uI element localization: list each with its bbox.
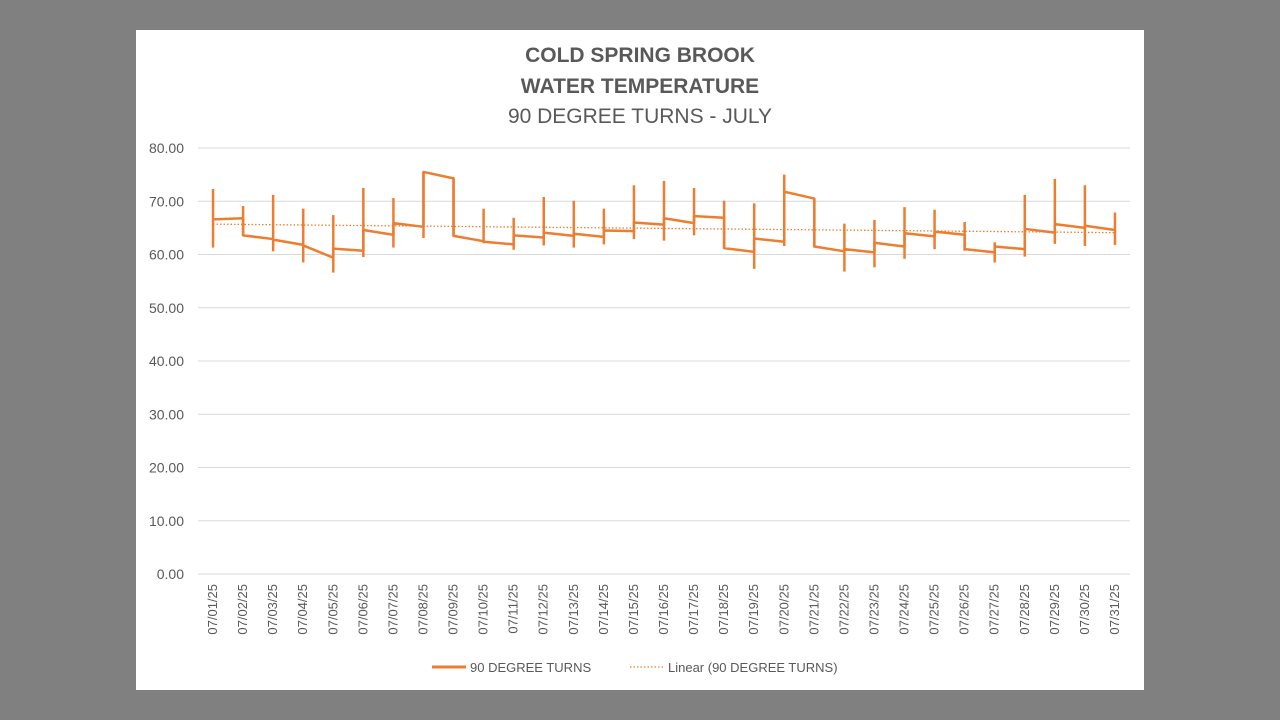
x-tick-label: 07/04/25 — [295, 584, 310, 635]
y-tick-label: 0.00 — [157, 566, 184, 582]
y-tick-label: 80.00 — [149, 140, 184, 156]
x-tick-label: 07/21/25 — [806, 584, 821, 635]
line-chart: COLD SPRING BROOK WATER TEMPERATURE 90 D… — [149, 44, 1130, 675]
x-tick-label: 07/12/25 — [536, 584, 551, 635]
y-tick-label: 40.00 — [149, 353, 184, 369]
x-tick-label: 07/08/25 — [415, 584, 430, 635]
x-tick-label: 07/05/25 — [325, 584, 340, 635]
x-tick-label: 07/15/25 — [626, 584, 641, 635]
chart-panel: COLD SPRING BROOK WATER TEMPERATURE 90 D… — [136, 30, 1144, 690]
y-tick-label: 60.00 — [149, 247, 184, 263]
x-tick-label: 07/16/25 — [656, 584, 671, 635]
x-tick-label: 07/02/25 — [235, 584, 250, 635]
series-layer — [211, 170, 1117, 273]
y-tick-label: 20.00 — [149, 460, 184, 476]
y-tick-label: 70.00 — [149, 193, 184, 209]
chart-title-line-2: WATER TEMPERATURE — [521, 75, 759, 98]
x-tick-label: 07/07/25 — [385, 584, 400, 635]
x-tick-label: 07/22/25 — [836, 584, 851, 635]
x-tick-label: 07/27/25 — [987, 584, 1002, 635]
x-tick-label: 07/11/25 — [506, 584, 521, 634]
y-tick-label: 50.00 — [149, 300, 184, 316]
x-tick-label: 07/03/25 — [265, 584, 280, 635]
x-tick-label: 07/28/25 — [1017, 584, 1032, 635]
x-tick-label: 07/19/25 — [746, 584, 761, 635]
legend-series-label: 90 DEGREE TURNS — [470, 660, 591, 675]
x-tick-label: 07/17/25 — [686, 584, 701, 635]
y-tick-label: 30.00 — [149, 406, 184, 422]
x-tick-label: 07/13/25 — [566, 584, 581, 635]
x-tick-label: 07/29/25 — [1047, 584, 1062, 635]
legend-trend-label: Linear (90 DEGREE TURNS) — [668, 660, 838, 675]
x-axis-ticks: 07/01/25 07/02/25 07/03/25 07/04/25 07/05/25… — [205, 584, 1122, 635]
x-tick-label: 07/06/25 — [355, 584, 370, 635]
x-tick-label: 07/23/25 — [866, 584, 881, 635]
y-axis-ticks: 0.00 10.00 20.00 30.00 40.00 50.00 60.00 70.00 8… — [149, 140, 184, 582]
x-tick-label: 07/10/25 — [476, 584, 491, 635]
y-tick-label: 10.00 — [149, 513, 184, 529]
x-tick-label: 07/31/25 — [1107, 584, 1122, 635]
x-tick-label: 07/18/25 — [716, 584, 731, 635]
x-tick-label: 07/24/25 — [897, 584, 912, 635]
x-tick-label: 07/09/25 — [446, 584, 461, 635]
x-tick-label: 07/25/25 — [927, 584, 942, 635]
chart-title-line-1: COLD SPRING BROOK — [525, 44, 755, 67]
gridlines — [198, 147, 1130, 575]
x-tick-label: 07/01/25 — [205, 584, 220, 635]
legend: 90 DEGREE TURNS Linear (90 DEGREE TURNS) — [432, 660, 838, 675]
x-tick-label: 07/14/25 — [596, 584, 611, 635]
x-tick-label: 07/20/25 — [776, 584, 791, 635]
chart-subtitle: 90 DEGREE TURNS - JULY — [508, 105, 772, 128]
x-tick-label: 07/26/25 — [957, 584, 972, 635]
x-tick-label: 07/30/25 — [1077, 584, 1092, 635]
series-line — [212, 170, 1117, 259]
